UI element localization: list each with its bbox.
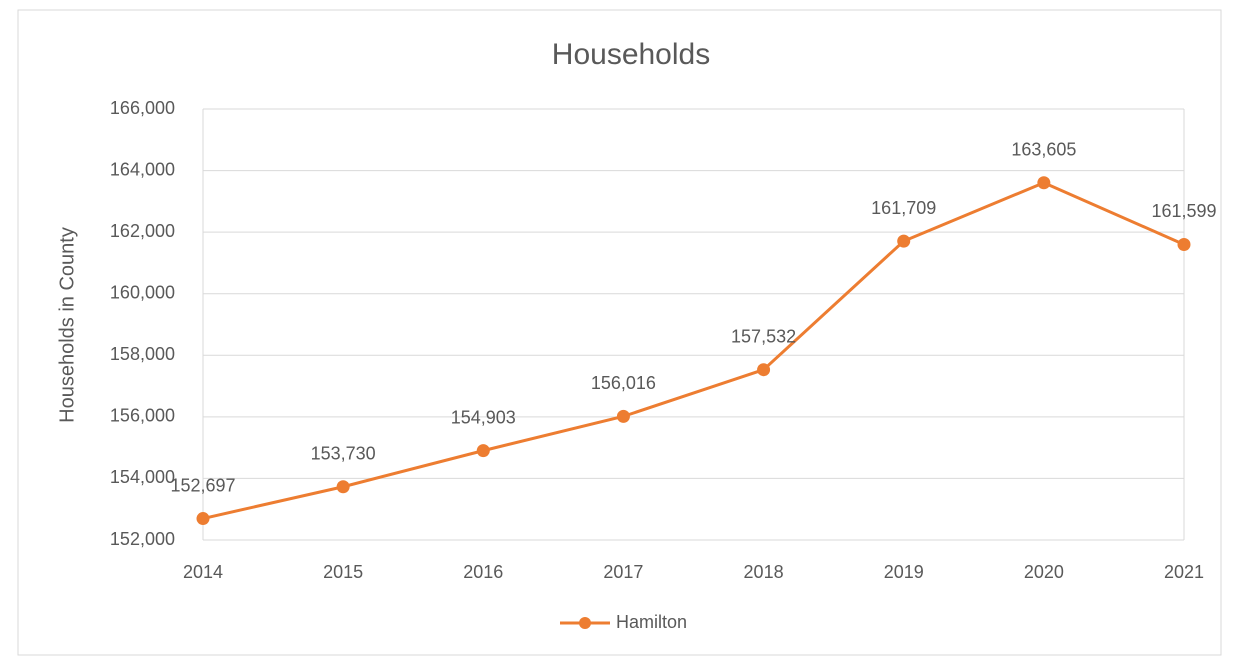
chart-border — [17, 9, 1222, 656]
data-point — [476, 444, 490, 458]
data-point — [1177, 237, 1191, 251]
data-label: 163,605 — [1011, 139, 1076, 159]
y-tick-label: 160,000 — [110, 282, 175, 302]
data-point — [336, 480, 350, 494]
x-tick-label: 2019 — [884, 562, 924, 582]
y-tick-label: 164,000 — [110, 159, 175, 179]
x-tick-label: 2015 — [323, 562, 363, 582]
y-tick-label: 166,000 — [110, 98, 175, 118]
y-tick-label: 154,000 — [110, 467, 175, 487]
y-tick-label: 162,000 — [110, 221, 175, 241]
data-point — [757, 363, 771, 377]
data-label: 161,599 — [1151, 201, 1216, 221]
data-point — [196, 512, 210, 526]
x-tick-label: 2021 — [1164, 562, 1204, 582]
y-tick-label: 158,000 — [110, 344, 175, 364]
data-point — [1037, 176, 1051, 190]
x-tick-label: 2016 — [463, 562, 503, 582]
x-tick-label: 2014 — [183, 562, 223, 582]
legend-marker — [579, 617, 591, 629]
series-line — [202, 181, 1185, 521]
x-tick-label: 2017 — [603, 562, 643, 582]
x-tick-label: 2020 — [1024, 562, 1064, 582]
x-tick-label: 2018 — [744, 562, 784, 582]
data-label: 154,903 — [451, 407, 516, 427]
data-point — [616, 409, 630, 423]
data-label: 161,709 — [871, 198, 936, 218]
data-label: 157,532 — [731, 326, 796, 346]
data-label: 156,016 — [591, 373, 656, 393]
data-label: 152,697 — [170, 475, 235, 495]
y-tick-label: 152,000 — [110, 529, 175, 549]
chart-title: Households — [552, 38, 710, 71]
data-label: 153,730 — [311, 443, 376, 463]
data-point — [897, 234, 911, 248]
y-axis-label: Households in County — [56, 227, 78, 423]
y-tick-label: 156,000 — [110, 406, 175, 426]
legend-label: Hamilton — [616, 612, 687, 632]
